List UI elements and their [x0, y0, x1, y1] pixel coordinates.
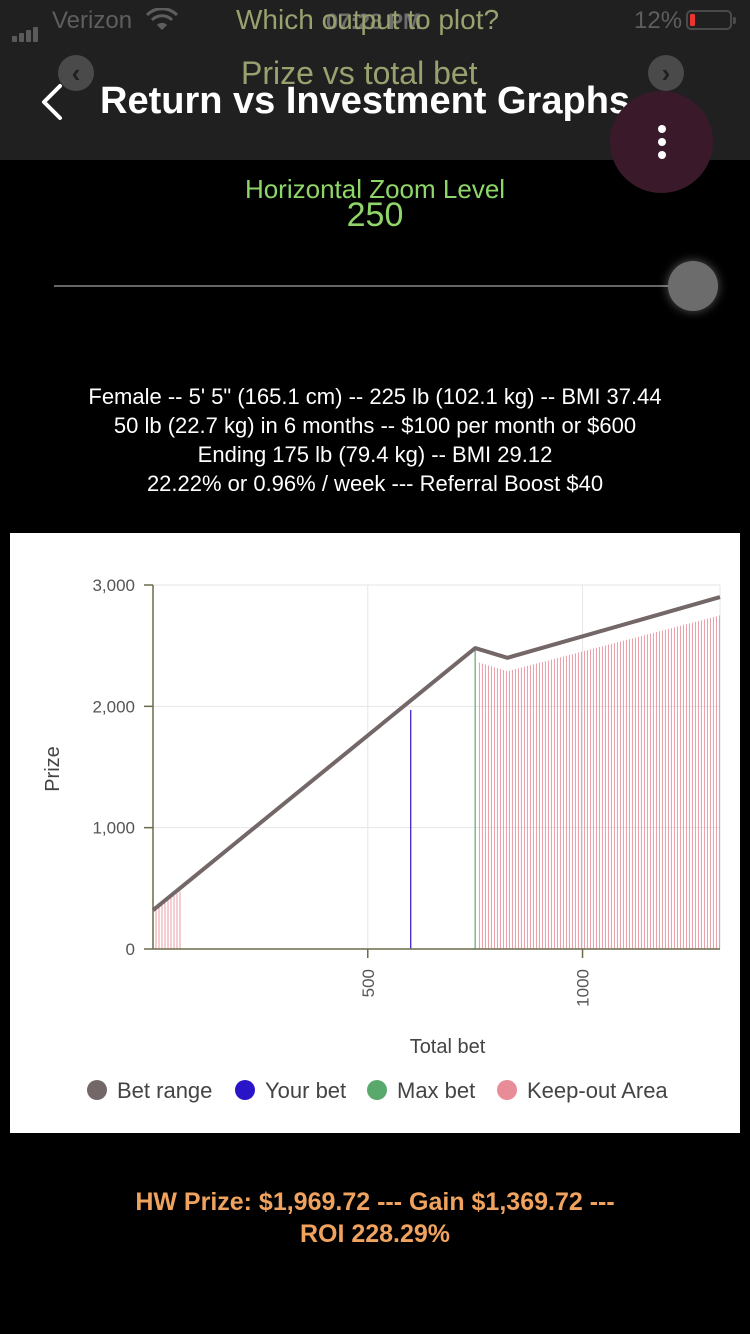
- bet-range-line: [151, 595, 721, 912]
- output-picker-label[interactable]: Which output to plot?: [236, 4, 500, 35]
- app-header: Verizon 07:28 PM 12% Which output to plo…: [0, 0, 750, 193]
- result-summary: HW Prize: $1,969.72 --- Gain $1,369.72 -…: [40, 1186, 710, 1250]
- legend-marker: [497, 1080, 517, 1100]
- prize-vs-bet-chart: 0 1,000 2,000 3,000 500 1000 Total bet Prize Bet…: [42, 576, 721, 1103]
- status-time: 07:28 PM: [326, 9, 422, 34]
- x-tick-label: 1000: [574, 969, 593, 1007]
- next-output-button[interactable]: ›: [648, 55, 684, 91]
- y-tick-label: 1,000: [92, 819, 135, 838]
- legend-label: Keep-out Area: [527, 1078, 668, 1103]
- battery-icon: [686, 10, 736, 30]
- zoom-level-value: 250: [346, 196, 404, 234]
- back-arrow-icon[interactable]: [36, 82, 76, 122]
- battery-percent: 12%: [634, 7, 683, 34]
- summary-line: Ending 175 lb (79.4 kg) -- BMI 29.12: [197, 442, 553, 467]
- profile-summary: Female -- 5' 5" (165.1 cm) -- 225 lb (10…: [0, 382, 750, 498]
- legend-label: Max bet: [397, 1078, 475, 1103]
- y-tick-label: 0: [126, 940, 135, 959]
- legend-label: Your bet: [265, 1078, 346, 1103]
- previous-output-button[interactable]: ‹: [58, 55, 94, 91]
- zoom-slider-thumb[interactable]: [668, 261, 718, 311]
- legend-label: Bet range: [117, 1078, 212, 1103]
- status-bar: Verizon 07:28 PM 12%: [0, 0, 750, 42]
- wifi-icon: [146, 8, 178, 30]
- legend-marker: [367, 1080, 387, 1100]
- chevron-left-icon: ‹: [71, 58, 81, 88]
- zoom-slider-track[interactable]: [54, 285, 694, 287]
- roi-text: ROI 228.29%: [299, 1220, 451, 1248]
- summary-line: 22.22% or 0.96% / week --- Referral Boos…: [146, 471, 604, 496]
- signal-icon: [12, 14, 40, 42]
- x-axis-title: Total bet: [410, 1036, 486, 1058]
- legend-marker: [87, 1080, 107, 1100]
- overflow-menu-button[interactable]: [610, 91, 713, 193]
- y-tick-label: 2,000: [92, 697, 135, 716]
- prize-gain-text: HW Prize: $1,969.72 --- Gain $1,369.72 -…: [135, 1188, 615, 1216]
- x-tick-label: 500: [359, 969, 378, 997]
- carrier-name: Verizon: [52, 7, 133, 34]
- chart-card: 0 1,000 2,000 3,000 500 1000 Total bet Prize Bet…: [10, 533, 740, 1133]
- y-axis-title: Prize: [42, 746, 64, 792]
- summary-line: Female -- 5' 5" (165.1 cm) -- 225 lb (10…: [88, 384, 662, 409]
- zoom-level-label: Horizontal Zoom Level: [244, 174, 506, 204]
- page-title: Return vs Investment Graphs: [100, 80, 631, 122]
- legend-marker: [235, 1080, 255, 1100]
- y-tick-label: 3,000: [92, 576, 135, 595]
- chevron-right-icon: ›: [661, 58, 671, 88]
- summary-line: 50 lb (22.7 kg) in 6 months -- $100 per …: [113, 413, 637, 438]
- output-picker-value[interactable]: Prize vs total bet: [241, 55, 478, 91]
